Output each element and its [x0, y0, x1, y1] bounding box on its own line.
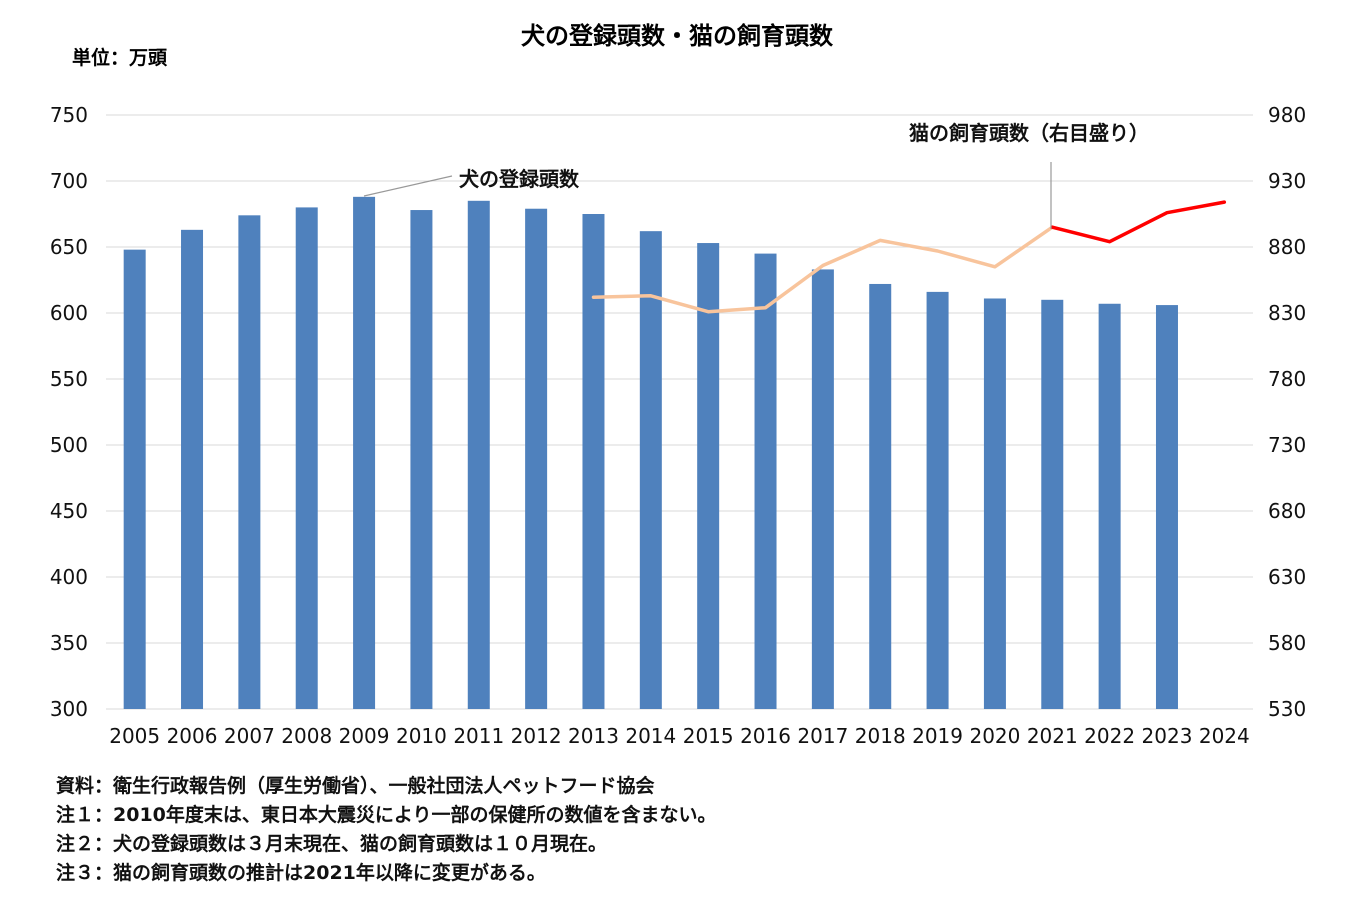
- x-tick-label: 2023: [1142, 724, 1193, 748]
- chart-title: 犬の登録頭数・猫の飼育頭数: [521, 22, 834, 50]
- left-axis-ticks: 750 700 650 600 550 500 450 400 350 300: [50, 103, 88, 721]
- x-tick-label: 2015: [683, 724, 734, 748]
- left-tick-label: 700: [50, 169, 88, 193]
- x-tick-label: 2005: [109, 724, 160, 748]
- dog-bar: [181, 229, 204, 709]
- note-2: 注２：犬の登録頭数は３月末現在、猫の飼育頭数は１０月現在。: [56, 833, 608, 855]
- dog-bar: [525, 208, 548, 709]
- right-tick-label: 980: [1268, 103, 1306, 127]
- dog-bar: [811, 269, 834, 709]
- right-tick-label: 680: [1268, 499, 1306, 523]
- dog-bar: [410, 210, 433, 710]
- dog-bar: [123, 249, 146, 709]
- x-tick-label: 2024: [1199, 724, 1250, 748]
- right-tick-label: 780: [1268, 367, 1306, 391]
- right-tick-label: 880: [1268, 235, 1306, 259]
- x-tick-label: 2017: [797, 724, 848, 748]
- unit-label: 単位：万頭: [72, 46, 168, 69]
- dog-bar: [983, 298, 1006, 709]
- cat-series-annotation: 猫の飼育頭数（右目盛り）: [909, 121, 1149, 145]
- x-tick-label: 2007: [224, 724, 275, 748]
- cat-lines: [591, 200, 1227, 314]
- notes: 資料：衛生行政報告例（厚生労働省）、一般社団法人ペットフード協会 注１：2010…: [56, 772, 717, 888]
- note-3: 注３：猫の飼育頭数の推計は2021年以降に変更がある。: [56, 862, 546, 884]
- right-tick-label: 580: [1268, 631, 1306, 655]
- left-tick-label: 400: [50, 565, 88, 589]
- chart: 犬の登録頭数・猫の飼育頭数 単位：万頭 750 700 650 600 550 500 45…: [50, 22, 1306, 748]
- dog-bar: [869, 283, 892, 709]
- dog-annotation-leader: [363, 175, 453, 197]
- x-tick-label: 2008: [281, 724, 332, 748]
- right-axis-ticks: 980 930 880 830 780 730 680 630 580 530: [1268, 103, 1306, 721]
- x-tick-label: 2019: [912, 724, 963, 748]
- dog-bar: [1098, 303, 1121, 709]
- left-tick-label: 550: [50, 367, 88, 391]
- dog-bar: [754, 253, 777, 709]
- gridlines: [106, 114, 1253, 710]
- x-tick-label: 2011: [453, 724, 504, 748]
- x-tick-label: 2012: [511, 724, 562, 748]
- left-tick-label: 650: [50, 235, 88, 259]
- right-tick-label: 530: [1268, 697, 1306, 721]
- dog-bar: [697, 243, 720, 710]
- dog-bar: [639, 231, 662, 709]
- x-tick-label: 2021: [1027, 724, 1078, 748]
- cat-line-new-method: [1050, 200, 1227, 244]
- left-tick-label: 500: [50, 433, 88, 457]
- dog-bar: [238, 215, 261, 709]
- note-source: 資料：衛生行政報告例（厚生労働省）、一般社団法人ペットフード協会: [56, 775, 655, 797]
- left-tick-label: 350: [50, 631, 88, 655]
- dog-series-annotation: 犬の登録頭数: [459, 167, 580, 191]
- dog-bars: [123, 196, 1178, 710]
- x-tick-label: 2018: [855, 724, 906, 748]
- left-tick-label: 600: [50, 301, 88, 325]
- dog-bar: [467, 200, 490, 710]
- x-tick-label: 2009: [339, 724, 390, 748]
- dog-bar: [1041, 299, 1064, 709]
- cat-line-old-method: [591, 225, 1055, 314]
- right-tick-label: 830: [1268, 301, 1306, 325]
- x-tick-label: 2014: [625, 724, 676, 748]
- x-tick-label: 2010: [396, 724, 447, 748]
- dog-bar: [926, 291, 949, 709]
- dog-bar: [295, 207, 318, 709]
- x-tick-label: 2020: [969, 724, 1020, 748]
- left-tick-label: 750: [50, 103, 88, 127]
- x-tick-label: 2016: [740, 724, 791, 748]
- right-tick-label: 930: [1268, 169, 1306, 193]
- x-tick-label: 2013: [568, 724, 619, 748]
- dog-bar: [1155, 305, 1178, 709]
- note-1: 注１：2010年度末は、東日本大震災により一部の保健所の数値を含まない。: [56, 804, 717, 826]
- x-tick-label: 2022: [1084, 724, 1135, 748]
- right-tick-label: 730: [1268, 433, 1306, 457]
- left-tick-label: 300: [50, 697, 88, 721]
- dog-bar: [353, 196, 376, 710]
- right-tick-label: 630: [1268, 565, 1306, 589]
- x-axis-ticks: 2005 2006 2007 2008 2009 2010 2011 2012 2013 2014…: [109, 724, 1250, 748]
- left-tick-label: 450: [50, 499, 88, 523]
- dog-bar: [582, 214, 605, 709]
- x-tick-label: 2006: [167, 724, 218, 748]
